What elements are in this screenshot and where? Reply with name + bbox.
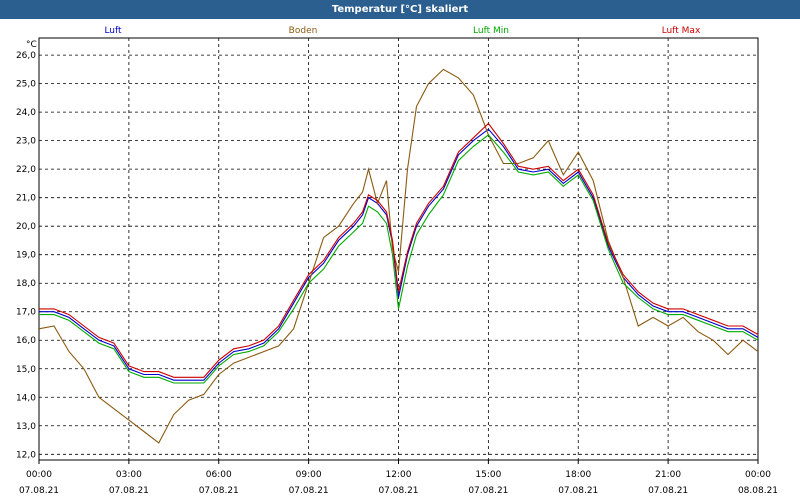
x-tick-date: 08.08.21 [738,486,778,496]
x-tick-date: 07.08.21 [199,486,239,496]
x-tick-date: 07.08.21 [289,486,329,496]
y-tick-label: 20,0 [16,222,36,232]
x-tick-time: 21:00 [655,470,681,480]
x-tick-time: 15:00 [475,470,501,480]
y-tick-label: 23,0 [16,137,36,147]
x-tick-time: 06:00 [206,470,232,480]
y-tick-label: 16,0 [16,336,36,346]
y-tick-label: 21,0 [16,194,36,204]
y-tick-label: 14,0 [16,393,36,403]
y-tick-label: 26,0 [16,51,36,61]
legend-entry-luft-min: Luft Min [473,26,509,36]
x-tick-date: 07.08.21 [558,486,598,496]
y-tick-label: 25,0 [16,80,36,90]
y-tick-label: 12,0 [16,450,36,460]
legend-entry-luft-max: Luft Max [662,26,701,36]
y-axis-label: °C [26,40,37,50]
series-line-luft-min [39,134,759,384]
x-tick-time: 03:00 [116,470,142,480]
y-tick-label: 15,0 [16,365,36,375]
x-tick-date: 07.08.21 [648,486,688,496]
legend-entry-luft: Luft [104,26,122,36]
series-line-boden [38,68,759,444]
x-tick-time: 12:00 [386,470,412,480]
x-tick-date: 07.08.21 [378,486,418,496]
y-tick-label: 18,0 [16,279,36,289]
y-tick-label: 19,0 [16,251,36,261]
x-tick-date: 07.08.21 [19,486,59,496]
series-line-luft-max [39,122,759,378]
y-tick-label: 17,0 [16,308,36,318]
x-tick-date: 07.08.21 [109,486,149,496]
y-tick-label: 13,0 [16,422,36,432]
x-tick-time: 00:00 [745,470,771,480]
x-tick-date: 07.08.21 [468,486,508,496]
y-tick-label: 24,0 [16,108,36,118]
x-tick-time: 18:00 [565,470,591,480]
x-tick-time: 09:00 [296,470,322,480]
x-tick-time: 00:00 [26,470,52,480]
y-tick-label: 22,0 [16,165,36,175]
chart-title: Temperatur [°C] skaliert [0,0,800,19]
legend-entry-boden: Boden [289,26,318,36]
